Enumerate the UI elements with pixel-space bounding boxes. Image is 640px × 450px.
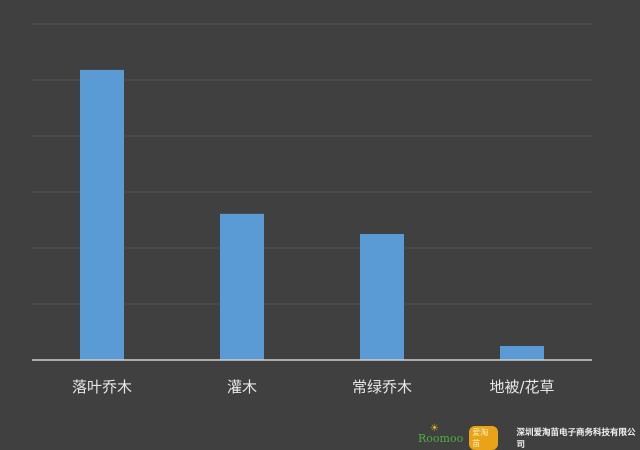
category-label: 落叶乔木	[72, 378, 132, 396]
roomoo-logo: ☀ Roomoo	[418, 423, 464, 445]
brand-badge: 爱淘苗	[469, 426, 499, 450]
bar	[220, 213, 264, 360]
bar	[360, 234, 404, 360]
category-label: 常绿乔木	[352, 378, 412, 396]
sun-icon: ☀	[430, 422, 439, 434]
bar	[500, 346, 544, 360]
category-label: 地被/花草	[489, 378, 554, 396]
logo-text: Roomoo	[418, 431, 464, 445]
bar	[80, 69, 124, 361]
category-label: 灌木	[227, 378, 257, 396]
company-name: 深圳爱淘苗电子商务科技有限公司	[516, 428, 636, 450]
watermark: ☀ Roomoo 爱淘苗 深圳爱淘苗电子商务科技有限公司	[418, 423, 640, 450]
